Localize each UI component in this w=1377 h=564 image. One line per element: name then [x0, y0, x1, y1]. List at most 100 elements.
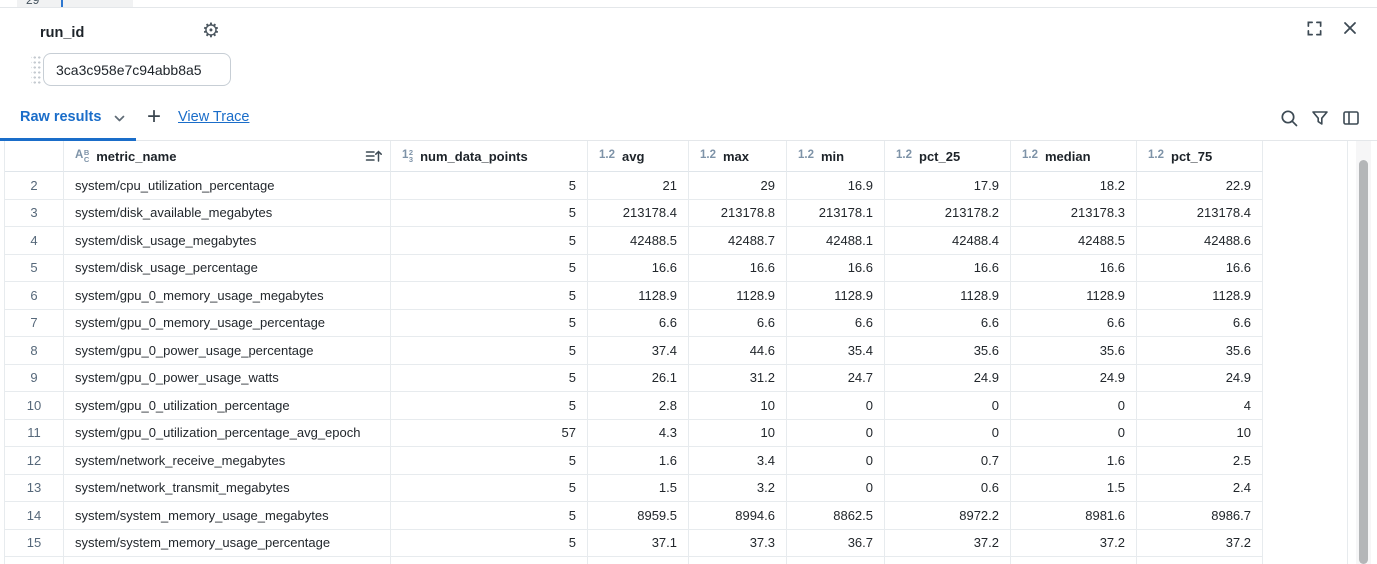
- search-icon[interactable]: [1277, 106, 1301, 130]
- cell-metric_name[interactable]: system/disk_usage_percentage: [64, 254, 391, 282]
- cell-max[interactable]: 42488.7: [689, 227, 787, 255]
- cell-min[interactable]: 36.7: [787, 529, 885, 557]
- cell-num_data_points[interactable]: 5: [391, 227, 588, 255]
- cell-max[interactable]: 3.4: [689, 447, 787, 475]
- cell-pct_75[interactable]: 22.9: [1137, 172, 1263, 200]
- cell-max[interactable]: 10: [689, 392, 787, 420]
- cell-pct_75[interactable]: 1128.9: [1137, 282, 1263, 310]
- cell-min[interactable]: 6.6: [787, 309, 885, 337]
- cell-num_data_points[interactable]: 5: [391, 392, 588, 420]
- cell-avg[interactable]: 21: [588, 172, 689, 200]
- cell-min[interactable]: 35.4: [787, 337, 885, 365]
- row-number[interactable]: 8: [5, 337, 64, 365]
- columns-icon[interactable]: [1339, 106, 1363, 130]
- add-tab-button[interactable]: +: [147, 103, 162, 130]
- row-number[interactable]: 14: [5, 502, 64, 530]
- cell-avg[interactable]: 37.1: [588, 529, 689, 557]
- cell-pct_75[interactable]: [1137, 557, 1263, 564]
- cell-metric_name[interactable]: system/system_memory_usage_percentage: [64, 529, 391, 557]
- cell-avg[interactable]: [588, 557, 689, 564]
- cell-pct_25[interactable]: 0.7: [885, 447, 1011, 475]
- cell-metric_name[interactable]: [64, 557, 391, 564]
- cell-max[interactable]: 31.2: [689, 364, 787, 392]
- cell-metric_name[interactable]: system/gpu_0_utilization_percentage_avg_…: [64, 419, 391, 447]
- cell-metric_name[interactable]: system/disk_usage_megabytes: [64, 227, 391, 255]
- cell-avg[interactable]: 8959.5: [588, 502, 689, 530]
- cell-min[interactable]: [787, 557, 885, 564]
- column-header-pct_25[interactable]: 1.2 pct_25: [885, 141, 1011, 172]
- cell-median[interactable]: 1.5: [1011, 474, 1137, 502]
- cell-max[interactable]: 8994.6: [689, 502, 787, 530]
- cell-pct_25[interactable]: 0.6: [885, 474, 1011, 502]
- cell-min[interactable]: 0: [787, 419, 885, 447]
- cell-median[interactable]: 8981.6: [1011, 502, 1137, 530]
- row-number[interactable]: 12: [5, 447, 64, 475]
- cell-min[interactable]: 8862.5: [787, 502, 885, 530]
- cell-pct_25[interactable]: 6.6: [885, 309, 1011, 337]
- cell-num_data_points[interactable]: 5: [391, 172, 588, 200]
- vertical-scrollbar[interactable]: [1356, 141, 1371, 564]
- cell-median[interactable]: [1011, 557, 1137, 564]
- row-number[interactable]: [5, 557, 64, 564]
- cell-metric_name[interactable]: system/system_memory_usage_megabytes: [64, 502, 391, 530]
- cell-pct_25[interactable]: 16.6: [885, 254, 1011, 282]
- cell-avg[interactable]: 37.4: [588, 337, 689, 365]
- cell-max[interactable]: 213178.8: [689, 199, 787, 227]
- row-number[interactable]: 10: [5, 392, 64, 420]
- cell-min[interactable]: 0: [787, 474, 885, 502]
- column-header-median[interactable]: 1.2 median: [1011, 141, 1137, 172]
- row-number[interactable]: 15: [5, 529, 64, 557]
- gear-icon[interactable]: ⚙: [202, 20, 220, 42]
- cell-num_data_points[interactable]: [391, 557, 588, 564]
- cell-num_data_points[interactable]: 5: [391, 529, 588, 557]
- cell-max[interactable]: 44.6: [689, 337, 787, 365]
- cell-max[interactable]: 37.3: [689, 529, 787, 557]
- cell-avg[interactable]: 1128.9: [588, 282, 689, 310]
- cell-max[interactable]: 10: [689, 419, 787, 447]
- cell-metric_name[interactable]: system/network_transmit_megabytes: [64, 474, 391, 502]
- fullscreen-icon[interactable]: [1303, 17, 1325, 39]
- cell-metric_name[interactable]: system/cpu_utilization_percentage: [64, 172, 391, 200]
- cell-max[interactable]: 29: [689, 172, 787, 200]
- column-header-num_data_points[interactable]: 1 2 3 num_data_points: [391, 141, 588, 172]
- cell-num_data_points[interactable]: 5: [391, 199, 588, 227]
- cell-pct_25[interactable]: 24.9: [885, 364, 1011, 392]
- cell-pct_25[interactable]: 0: [885, 419, 1011, 447]
- row-number[interactable]: 7: [5, 309, 64, 337]
- cell-avg[interactable]: 1.6: [588, 447, 689, 475]
- cell-max[interactable]: 16.6: [689, 254, 787, 282]
- row-number[interactable]: 9: [5, 364, 64, 392]
- cell-num_data_points[interactable]: 5: [391, 474, 588, 502]
- cell-pct_75[interactable]: 2.4: [1137, 474, 1263, 502]
- cell-avg[interactable]: 26.1: [588, 364, 689, 392]
- cell-avg[interactable]: 16.6: [588, 254, 689, 282]
- cell-pct_25[interactable]: 1128.9: [885, 282, 1011, 310]
- cell-min[interactable]: 16.6: [787, 254, 885, 282]
- cell-num_data_points[interactable]: 5: [391, 309, 588, 337]
- cell-median[interactable]: 1.6: [1011, 447, 1137, 475]
- cell-pct_75[interactable]: 6.6: [1137, 309, 1263, 337]
- row-number[interactable]: 4: [5, 227, 64, 255]
- cell-num_data_points[interactable]: 5: [391, 447, 588, 475]
- scrollbar-thumb[interactable]: [1359, 160, 1368, 564]
- cell-median[interactable]: 18.2: [1011, 172, 1137, 200]
- cell-pct_75[interactable]: 4: [1137, 392, 1263, 420]
- cell-metric_name[interactable]: system/gpu_0_power_usage_watts: [64, 364, 391, 392]
- cell-pct_75[interactable]: 213178.4: [1137, 199, 1263, 227]
- run-id-input[interactable]: [43, 53, 231, 86]
- cell-metric_name[interactable]: system/gpu_0_power_usage_percentage: [64, 337, 391, 365]
- cell-median[interactable]: 37.2: [1011, 529, 1137, 557]
- row-number[interactable]: 3: [5, 199, 64, 227]
- cell-avg[interactable]: 2.8: [588, 392, 689, 420]
- cell-median[interactable]: 0: [1011, 392, 1137, 420]
- cell-median[interactable]: 35.6: [1011, 337, 1137, 365]
- cell-num_data_points[interactable]: 5: [391, 502, 588, 530]
- cell-median[interactable]: 0: [1011, 419, 1137, 447]
- cell-avg[interactable]: 213178.4: [588, 199, 689, 227]
- view-trace-link[interactable]: View Trace: [178, 109, 250, 125]
- cell-pct_25[interactable]: 17.9: [885, 172, 1011, 200]
- row-number[interactable]: 13: [5, 474, 64, 502]
- column-header-min[interactable]: 1.2 min: [787, 141, 885, 172]
- close-icon[interactable]: [1339, 17, 1361, 39]
- cell-pct_25[interactable]: 35.6: [885, 337, 1011, 365]
